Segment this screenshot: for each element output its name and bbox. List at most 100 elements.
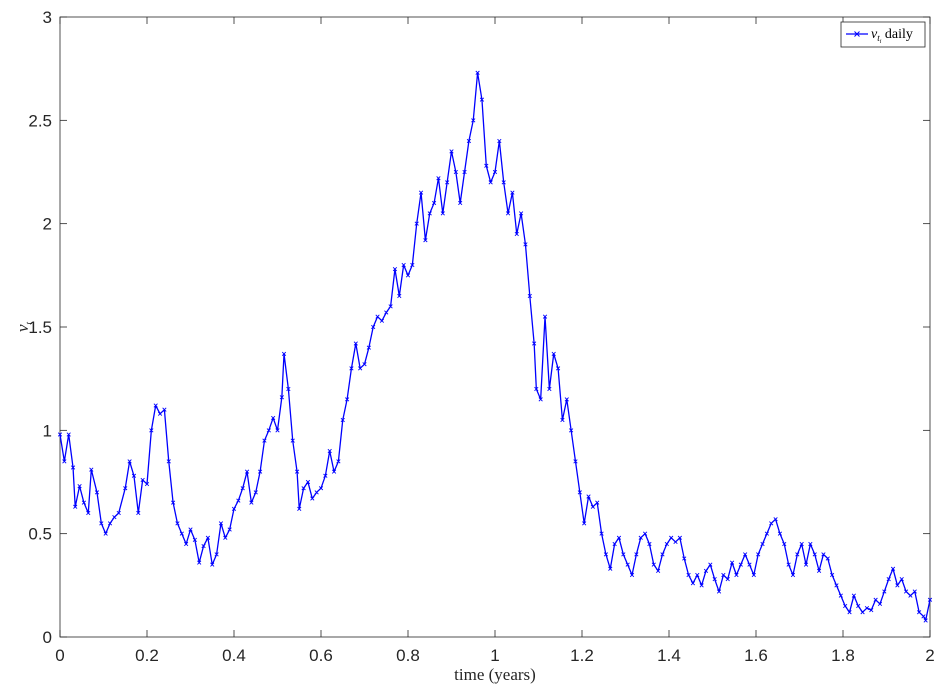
data-point-marker [927, 597, 933, 602]
data-point-marker [423, 238, 428, 243]
data-point-marker [716, 589, 722, 594]
data-point-marker [532, 341, 537, 346]
data-point-marker [290, 438, 295, 443]
data-point-marker [127, 459, 132, 464]
y-axis-label-subscript: t [24, 321, 34, 324]
data-point-marker [873, 597, 878, 602]
data-point-marker [673, 539, 678, 545]
data-point-marker [86, 510, 91, 516]
data-point-marker [397, 293, 402, 299]
y-tick-label: 0 [43, 628, 52, 647]
data-point-marker [271, 415, 276, 421]
data-point-marker [560, 417, 565, 423]
data-point-marker [66, 432, 71, 437]
data-point-marker [734, 572, 739, 578]
data-point-marker [912, 589, 917, 594]
data-point-marker [89, 467, 94, 472]
data-point-marker [358, 366, 363, 371]
data-point-marker [162, 407, 167, 412]
data-point-marker [864, 605, 870, 611]
series-layer [57, 70, 933, 623]
data-point-marker [314, 490, 319, 495]
data-point-marker [281, 351, 287, 356]
data-point-marker [94, 490, 100, 495]
data-point-marker [703, 568, 709, 573]
data-point-marker [542, 314, 548, 319]
data-point-marker [895, 583, 900, 588]
data-point-marker [227, 527, 232, 532]
data-point-marker [310, 496, 315, 501]
data-point-marker [62, 459, 67, 464]
legend-label-symbol: ν [871, 27, 878, 42]
data-point-marker [595, 500, 600, 505]
data-point-marker [638, 535, 643, 540]
data-point-marker [514, 231, 519, 237]
data-point-marker [921, 614, 926, 619]
x-tick-label: 1.4 [657, 646, 681, 665]
data-point-marker [107, 521, 113, 526]
data-point-marker [869, 608, 874, 613]
data-point-marker [214, 552, 219, 557]
data-point-marker [431, 200, 437, 206]
y-tick-label: 0.5 [28, 525, 52, 544]
data-point-marker [786, 562, 791, 567]
data-point-marker [471, 118, 476, 123]
data-point-marker [262, 438, 267, 443]
data-point-marker [336, 459, 341, 464]
data-point-marker [410, 262, 415, 268]
data-point-marker [899, 577, 904, 582]
data-point-marker [782, 541, 787, 547]
data-point-marker [414, 221, 419, 226]
x-tick-label: 1.2 [570, 646, 594, 665]
data-point-marker [625, 562, 630, 567]
x-tick-label: 1.8 [831, 646, 855, 665]
data-point-marker [825, 556, 830, 561]
data-point-marker [170, 500, 176, 505]
data-point-marker [297, 506, 302, 511]
data-point-marker [760, 541, 765, 547]
data-point-marker [790, 572, 796, 578]
data-point-marker [686, 572, 691, 578]
data-point-marker [257, 469, 263, 474]
data-point-marker [301, 486, 306, 491]
legend-marker [854, 31, 860, 37]
data-point-marker [738, 562, 743, 567]
data-point-marker [449, 149, 454, 154]
data-point-marker [240, 486, 245, 491]
data-point-marker [569, 428, 574, 433]
data-point-marker [205, 535, 211, 540]
y-tick-label: 1.5 [28, 318, 52, 337]
data-point-marker [184, 541, 189, 547]
data-point-marker [73, 504, 78, 509]
data-point-marker [344, 397, 350, 402]
data-point-marker [538, 397, 543, 402]
data-point-marker [708, 562, 713, 567]
data-point-marker [179, 531, 184, 536]
data-point-marker [327, 448, 332, 454]
data-point-marker [418, 190, 424, 195]
data-point-marker [388, 304, 393, 309]
data-point-marker [660, 552, 665, 557]
x-tick-label: 0 [55, 646, 64, 665]
data-point-marker [777, 531, 783, 536]
data-point-marker [743, 552, 748, 557]
data-point-marker [427, 211, 432, 216]
data-point-marker [518, 211, 524, 216]
data-point-marker [582, 521, 587, 526]
y-axis-label-symbol: ν [13, 324, 32, 332]
data-point-marker [371, 324, 376, 330]
data-point-marker [479, 97, 485, 102]
data-point-marker [721, 572, 726, 578]
legend-label-subscript: t [877, 33, 880, 43]
data-point-marker [634, 552, 639, 557]
data-point-marker [773, 517, 778, 522]
data-point-marker [505, 211, 511, 216]
data-point-marker [729, 560, 735, 565]
data-point-marker [462, 169, 467, 175]
data-point-marker [642, 531, 648, 536]
data-point-marker [392, 267, 398, 272]
data-point-marker [747, 562, 752, 567]
legend: νti daily [840, 21, 926, 48]
data-point-marker [201, 543, 206, 549]
data-point-marker [131, 473, 137, 478]
